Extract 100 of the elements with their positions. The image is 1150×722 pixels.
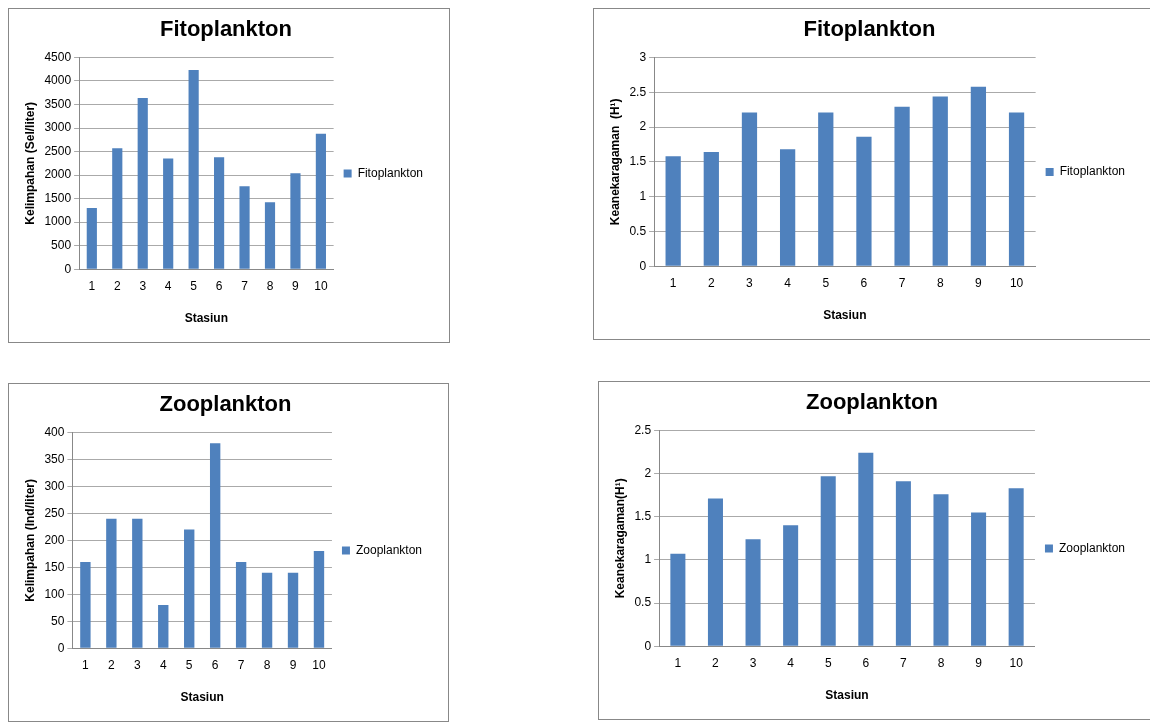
y-tick-label: 1 [639, 188, 647, 203]
y-tick-label: 300 [44, 478, 65, 493]
bar [261, 572, 273, 648]
x-tick-label: 3 [139, 278, 147, 293]
x-tick-label: 5 [822, 275, 830, 290]
y-tick-label: 2.5 [634, 422, 652, 437]
legend-label: Zooplankton [1058, 540, 1125, 555]
bar [158, 605, 169, 648]
bar [741, 112, 758, 266]
y-tick-label: 50 [51, 613, 65, 628]
x-tick-label: 2 [707, 275, 715, 290]
bar [1008, 488, 1024, 646]
y-tick-label: 1.5 [629, 154, 647, 169]
x-tick-label: 10 [314, 278, 328, 293]
x-tick-label: 7 [898, 275, 906, 290]
bar [858, 452, 874, 646]
bar [315, 133, 326, 269]
bar [313, 551, 325, 648]
x-tick-label: 9 [289, 657, 297, 672]
bar [264, 202, 276, 269]
bar [80, 561, 91, 648]
y-tick-label: 400 [44, 424, 65, 439]
x-tick-label: 1 [674, 655, 682, 670]
x-tick-label: 8 [936, 275, 944, 290]
chart-title: Fitoplankton [160, 16, 292, 42]
bar [665, 156, 681, 266]
y-tick-label: 100 [44, 586, 65, 601]
y-tick-label: 0 [639, 258, 647, 273]
x-tick-label: 3 [749, 655, 757, 670]
bar [707, 498, 723, 646]
bar [239, 186, 250, 269]
x-tick-label: 2 [712, 655, 720, 670]
y-tick-label: 2000 [44, 167, 72, 182]
x-tick-label: 9 [975, 275, 983, 290]
x-tick-label: 10 [1009, 275, 1024, 290]
x-tick-label: 4 [164, 278, 172, 293]
x-tick-label: 10 [1009, 655, 1024, 670]
x-tick-label: 6 [211, 657, 219, 672]
y-tick-label: 3000 [44, 120, 72, 135]
y-tick-label: 1000 [44, 214, 72, 229]
bar [287, 572, 299, 648]
y-tick-label: 0 [64, 261, 72, 276]
y-tick-label: 2 [639, 119, 647, 134]
x-tick-label: 3 [746, 275, 754, 290]
bar [235, 561, 247, 648]
y-axis-title: Keanekaragaman(H¹) [612, 478, 627, 599]
y-tick-label: 3 [639, 49, 647, 64]
y-tick-label: 4000 [44, 73, 72, 88]
bar [86, 208, 97, 269]
bar [112, 148, 123, 269]
bar [703, 152, 719, 266]
chart-title: Fitoplankton [803, 16, 936, 42]
x-tick-label: 6 [860, 275, 868, 290]
x-tick-label: 1 [82, 657, 90, 672]
legend-label: Fitoplankton [357, 165, 423, 180]
chart-title: Zooplankton [159, 391, 292, 417]
x-tick-label: 8 [937, 655, 945, 670]
x-axis-title: Stasiun [184, 311, 229, 326]
bar [779, 149, 796, 266]
bar [184, 529, 195, 648]
y-axis-title: Kelimpahan (Ind/liter) [22, 478, 37, 602]
y-tick-label: 0 [644, 638, 652, 653]
y-axis-title: Keanekaragaman (H¹) [607, 98, 622, 226]
x-tick-label: 2 [113, 278, 121, 293]
x-tick-label: 2 [108, 657, 116, 672]
y-tick-label: 4500 [44, 49, 72, 64]
bar [932, 96, 948, 266]
bar [894, 106, 910, 266]
x-tick-label: 5 [185, 657, 193, 672]
bar [137, 97, 148, 269]
legend-label: Zooplankton [355, 542, 422, 557]
y-tick-label: 150 [44, 559, 65, 574]
bar [933, 494, 949, 646]
y-tick-label: 500 [51, 237, 72, 252]
bar [820, 476, 836, 646]
y-tick-label: 1500 [44, 190, 72, 205]
x-tick-label: 3 [133, 657, 141, 672]
x-tick-label: 4 [159, 657, 167, 672]
x-tick-label: 5 [824, 655, 832, 670]
y-tick-label: 2.5 [629, 84, 647, 99]
bar [856, 136, 872, 266]
x-axis-title: Stasiun [823, 308, 867, 323]
x-tick-label: 7 [241, 278, 249, 293]
legend-label: Fitoplankton [1059, 164, 1125, 179]
bar [290, 173, 301, 269]
bar [783, 525, 799, 646]
x-tick-label: 8 [266, 278, 274, 293]
x-tick-label: 9 [975, 655, 983, 670]
bar [132, 518, 143, 648]
y-tick-label: 3500 [44, 96, 72, 111]
bar [106, 518, 117, 648]
y-tick-label: 0 [57, 640, 65, 655]
x-tick-label: 7 [237, 657, 245, 672]
bar [214, 157, 225, 269]
bar [971, 512, 987, 646]
bar [895, 481, 911, 646]
y-tick-label: 2500 [44, 143, 72, 158]
x-axis-title: Stasiun [825, 688, 869, 703]
x-tick-label: 7 [900, 655, 908, 670]
bar [670, 553, 686, 646]
